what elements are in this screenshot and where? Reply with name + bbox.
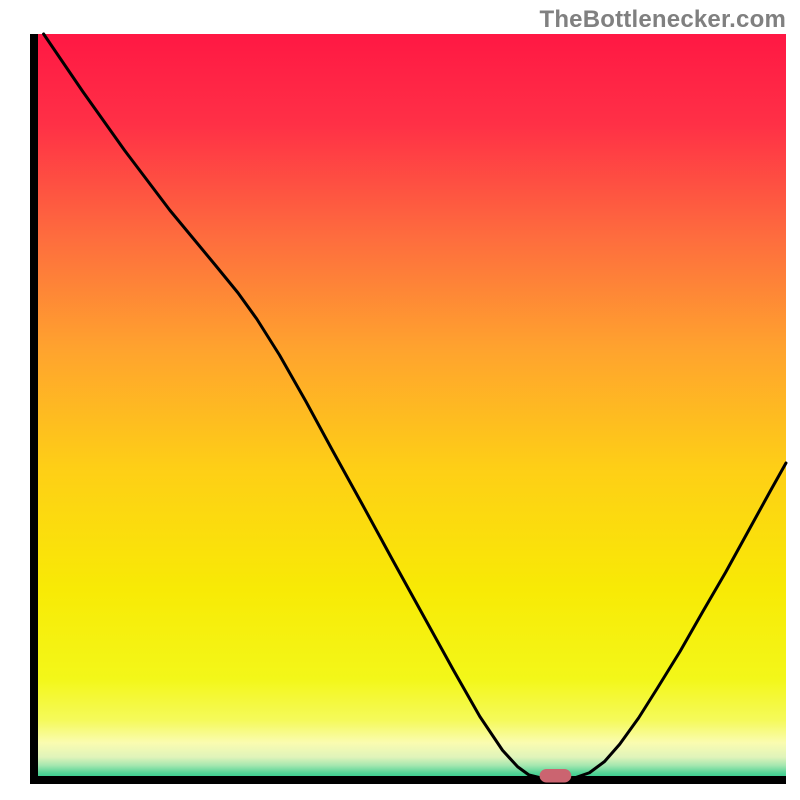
optimum-marker <box>540 769 572 783</box>
chart-container: TheBottlenecker.com <box>0 0 800 800</box>
chart-svg <box>0 0 800 800</box>
watermark-text: TheBottlenecker.com <box>539 6 786 34</box>
plot-background <box>30 34 786 784</box>
